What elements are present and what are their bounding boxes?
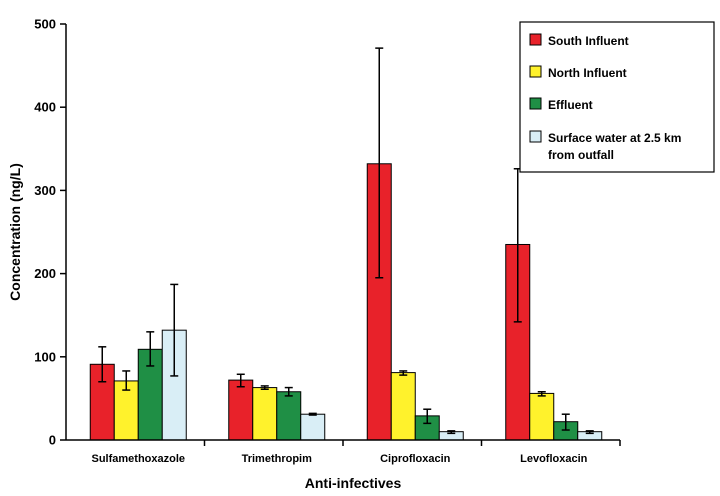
bar-north-influent-levofloxacin [529, 392, 555, 441]
y-tick-label-100: 100 [34, 349, 56, 364]
y-tick-label-200: 200 [34, 266, 56, 281]
y-axis-title: Concentration (ng/L) [7, 163, 23, 301]
legend-label-surface-water-at-2-5-km-from-outfall-line-2: from outfall [548, 148, 614, 162]
legend-label-south-influent: South Influent [548, 34, 629, 48]
legend-label-effluent: Effluent [548, 98, 593, 112]
legend-label-surface-water-at-2-5-km-from-outfall: Surface water at 2.5 km [548, 131, 681, 145]
bar-surface-water-at-2-5-km-from-outfall-trimethropim [300, 413, 326, 441]
y-tick-label-500: 500 [34, 17, 56, 32]
legend-box [519, 21, 715, 173]
x-tick-label-ciprofloxacin: Ciprofloxacin [380, 453, 451, 465]
x-axis-title: Anti-infectives [305, 475, 402, 491]
chart-marks [89, 47, 603, 441]
bar-effluent-trimethropim [276, 391, 302, 441]
y-tick-label-0: 0 [49, 433, 56, 448]
legend: South Influent North Influent Effluent Surf… [519, 21, 715, 173]
bar-north-influent-ciprofloxacin [390, 372, 416, 441]
y-tick-label-400: 400 [34, 100, 56, 115]
legend-swatch-effluent [529, 97, 542, 110]
legend-swatch-south-influent [529, 33, 542, 46]
x-tick-label-sulfamethoxazole: Sulfamethoxazole [91, 453, 185, 465]
bar-north-influent-trimethropim [252, 387, 278, 441]
legend-label-north-influent: North Influent [548, 66, 627, 80]
y-tick-label-300: 300 [34, 183, 56, 198]
chart-axes: 0 100 200 300 400 500 Sulfamethoxazole Trimethr… [7, 17, 621, 491]
legend-swatch-surface-water-at-2-5-km-from-outfall [529, 130, 542, 143]
x-tick-label-trimethropim: Trimethropim [242, 453, 313, 465]
x-tick-label-levofloxacin: Levofloxacin [520, 453, 588, 465]
legend-swatch-north-influent [529, 65, 542, 78]
bar-south-influent-trimethropim [228, 379, 254, 441]
